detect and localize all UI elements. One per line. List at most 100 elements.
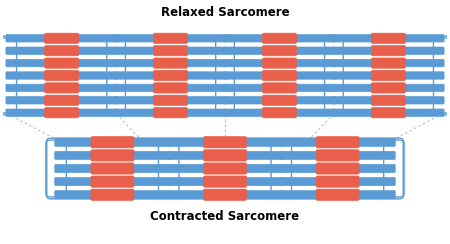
FancyBboxPatch shape <box>55 191 100 199</box>
FancyBboxPatch shape <box>400 109 444 116</box>
FancyBboxPatch shape <box>153 58 188 68</box>
FancyBboxPatch shape <box>55 164 100 173</box>
FancyBboxPatch shape <box>125 178 170 186</box>
FancyBboxPatch shape <box>371 33 405 43</box>
FancyBboxPatch shape <box>350 191 395 199</box>
FancyBboxPatch shape <box>291 35 335 42</box>
FancyBboxPatch shape <box>6 109 50 116</box>
FancyBboxPatch shape <box>91 150 134 161</box>
FancyBboxPatch shape <box>333 35 377 42</box>
FancyBboxPatch shape <box>125 138 170 146</box>
FancyBboxPatch shape <box>115 109 159 116</box>
FancyBboxPatch shape <box>371 108 405 118</box>
FancyBboxPatch shape <box>115 47 159 54</box>
FancyBboxPatch shape <box>291 72 335 79</box>
FancyBboxPatch shape <box>371 70 405 81</box>
FancyBboxPatch shape <box>55 178 100 186</box>
FancyBboxPatch shape <box>182 109 226 116</box>
FancyBboxPatch shape <box>280 164 325 173</box>
FancyBboxPatch shape <box>45 70 79 81</box>
FancyBboxPatch shape <box>115 35 159 42</box>
FancyBboxPatch shape <box>6 35 50 42</box>
FancyBboxPatch shape <box>316 137 359 148</box>
FancyBboxPatch shape <box>280 178 325 186</box>
FancyBboxPatch shape <box>333 97 377 104</box>
FancyBboxPatch shape <box>262 83 297 93</box>
FancyBboxPatch shape <box>262 33 297 43</box>
FancyBboxPatch shape <box>224 47 268 54</box>
FancyBboxPatch shape <box>55 151 100 159</box>
FancyBboxPatch shape <box>203 150 247 161</box>
FancyBboxPatch shape <box>371 58 405 68</box>
FancyBboxPatch shape <box>45 46 79 56</box>
FancyBboxPatch shape <box>45 83 79 93</box>
FancyBboxPatch shape <box>262 70 297 81</box>
FancyBboxPatch shape <box>350 151 395 159</box>
FancyBboxPatch shape <box>333 59 377 67</box>
FancyBboxPatch shape <box>73 109 117 116</box>
FancyBboxPatch shape <box>203 163 247 174</box>
FancyBboxPatch shape <box>237 178 283 186</box>
FancyBboxPatch shape <box>182 59 226 67</box>
Text: Relaxed Sarcomere: Relaxed Sarcomere <box>161 6 289 19</box>
FancyBboxPatch shape <box>224 72 268 79</box>
FancyBboxPatch shape <box>45 58 79 68</box>
FancyBboxPatch shape <box>237 191 283 199</box>
FancyBboxPatch shape <box>316 189 359 200</box>
FancyBboxPatch shape <box>280 138 325 146</box>
FancyBboxPatch shape <box>6 84 50 92</box>
FancyBboxPatch shape <box>291 47 335 54</box>
FancyBboxPatch shape <box>153 33 188 43</box>
FancyBboxPatch shape <box>6 47 50 54</box>
FancyBboxPatch shape <box>153 108 188 118</box>
FancyBboxPatch shape <box>262 108 297 118</box>
FancyBboxPatch shape <box>167 151 213 159</box>
FancyBboxPatch shape <box>73 84 117 92</box>
FancyBboxPatch shape <box>291 109 335 116</box>
FancyBboxPatch shape <box>400 35 444 42</box>
FancyBboxPatch shape <box>237 164 283 173</box>
FancyBboxPatch shape <box>224 84 268 92</box>
FancyBboxPatch shape <box>203 137 247 148</box>
FancyBboxPatch shape <box>371 95 405 105</box>
FancyBboxPatch shape <box>400 72 444 79</box>
FancyBboxPatch shape <box>167 164 213 173</box>
FancyBboxPatch shape <box>153 95 188 105</box>
FancyBboxPatch shape <box>182 97 226 104</box>
FancyBboxPatch shape <box>262 58 297 68</box>
FancyBboxPatch shape <box>333 109 377 116</box>
FancyBboxPatch shape <box>182 35 226 42</box>
FancyBboxPatch shape <box>125 164 170 173</box>
FancyBboxPatch shape <box>153 46 188 56</box>
FancyBboxPatch shape <box>371 46 405 56</box>
Text: Contracted Sarcomere: Contracted Sarcomere <box>150 210 300 223</box>
FancyBboxPatch shape <box>203 189 247 200</box>
FancyBboxPatch shape <box>262 95 297 105</box>
FancyBboxPatch shape <box>333 47 377 54</box>
FancyBboxPatch shape <box>153 70 188 81</box>
FancyBboxPatch shape <box>45 95 79 105</box>
FancyBboxPatch shape <box>73 59 117 67</box>
FancyBboxPatch shape <box>333 72 377 79</box>
FancyBboxPatch shape <box>6 72 50 79</box>
FancyBboxPatch shape <box>316 150 359 161</box>
FancyBboxPatch shape <box>333 84 377 92</box>
FancyBboxPatch shape <box>91 176 134 187</box>
FancyBboxPatch shape <box>91 137 134 148</box>
FancyBboxPatch shape <box>167 191 213 199</box>
FancyBboxPatch shape <box>6 97 50 104</box>
FancyBboxPatch shape <box>280 191 325 199</box>
FancyBboxPatch shape <box>91 163 134 174</box>
FancyBboxPatch shape <box>182 72 226 79</box>
FancyBboxPatch shape <box>73 47 117 54</box>
FancyBboxPatch shape <box>350 164 395 173</box>
FancyBboxPatch shape <box>224 59 268 67</box>
FancyBboxPatch shape <box>115 59 159 67</box>
FancyBboxPatch shape <box>262 46 297 56</box>
FancyBboxPatch shape <box>73 72 117 79</box>
FancyBboxPatch shape <box>291 59 335 67</box>
FancyBboxPatch shape <box>237 138 283 146</box>
FancyBboxPatch shape <box>115 72 159 79</box>
FancyBboxPatch shape <box>316 176 359 187</box>
FancyBboxPatch shape <box>291 84 335 92</box>
